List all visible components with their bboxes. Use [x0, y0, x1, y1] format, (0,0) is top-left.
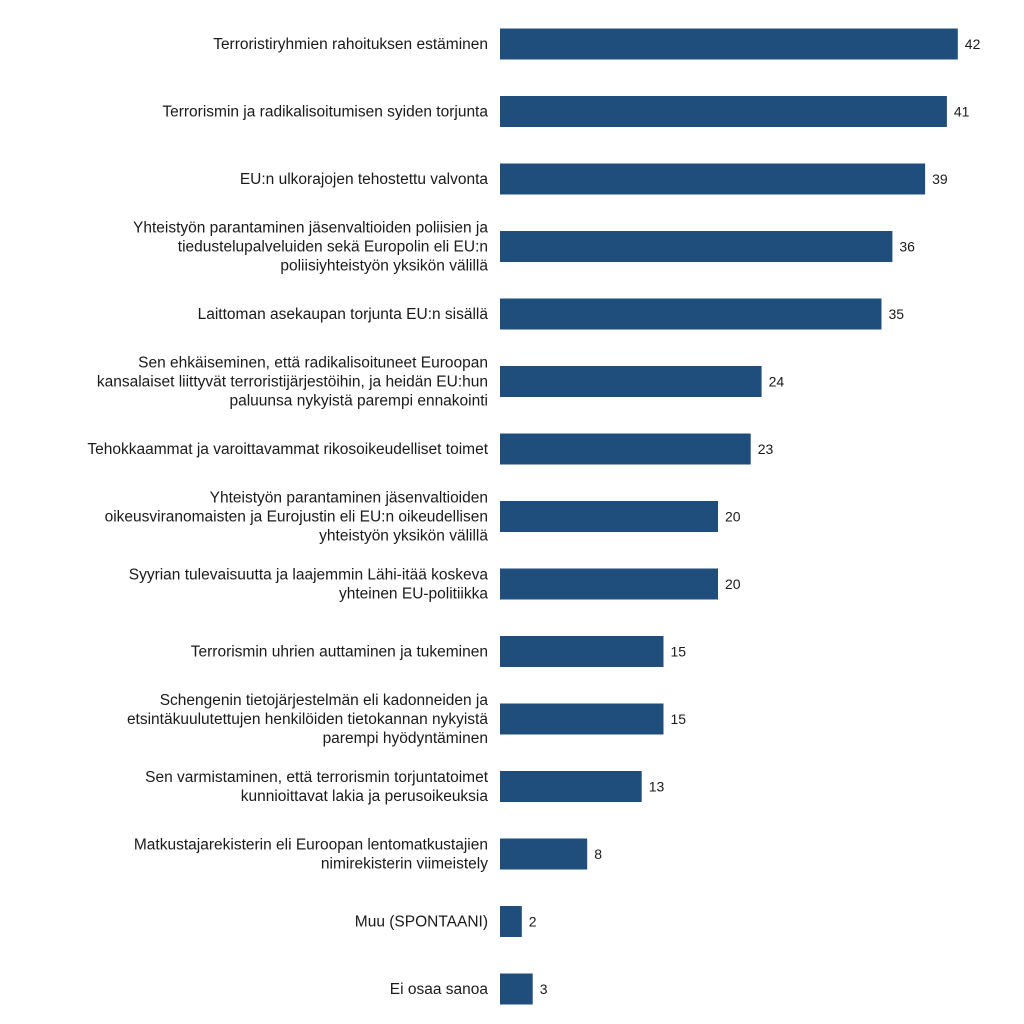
bar: [500, 366, 762, 397]
category-label: Terrorismin ja radikalisoitumisen syiden…: [162, 104, 488, 121]
bar: [500, 568, 718, 600]
category-label-line: Terrorismin uhrien auttaminen ja tukemin…: [191, 644, 488, 661]
bar: [500, 231, 893, 262]
value-label: 3: [540, 981, 548, 997]
bar: [500, 433, 751, 465]
category-label: Terroristiryhmien rahoituksen estäminen: [213, 36, 488, 53]
category-label-line: Yhteistyön parantaminen jäsenvaltioiden …: [133, 220, 488, 237]
category-label-line: Ei osaa sanoa: [390, 981, 489, 998]
category-label: Matkustajarekisterin eli Euroopan lentom…: [134, 837, 488, 873]
category-label-line: Terrorismin ja radikalisoitumisen syiden…: [162, 104, 488, 121]
bar: [500, 636, 664, 667]
value-label: 24: [769, 374, 785, 390]
category-label-line: Sen ehkäiseminen, että radikalisoituneet…: [138, 355, 488, 372]
category-label: Sen varmistaminen, että terrorismin torj…: [145, 769, 489, 805]
category-label: Laittoman asekaupan torjunta EU:n sisäll…: [198, 306, 489, 323]
value-label: 23: [758, 441, 774, 457]
value-label: 20: [725, 509, 741, 525]
category-label-line: Terroristiryhmien rahoituksen estäminen: [213, 36, 488, 53]
category-label-line: Tehokkaammat ja varoittavammat rikosoike…: [87, 441, 488, 458]
category-label-line: yhteinen EU-politiikka: [339, 586, 488, 603]
bar: [500, 703, 664, 735]
value-label: 35: [889, 306, 905, 322]
category-label-line: nimirekisterin viimeistely: [321, 856, 488, 873]
category-label-line: Sen varmistaminen, että terrorismin torj…: [145, 769, 489, 786]
category-label-line: tiedustelupalveluiden sekä Europolin eli…: [178, 239, 488, 256]
category-label-line: etsintäkuulutettujen henkilöiden tietoka…: [127, 711, 488, 728]
value-label: 39: [932, 171, 948, 187]
category-label-line: paluunsa nykyistä parempi ennakointi: [230, 393, 489, 410]
category-label: Syyrian tulevaisuutta ja laajemmin Lähi-…: [129, 567, 489, 603]
category-label-line: kansalaiset liittyvät terroristijärjestö…: [97, 374, 488, 391]
category-label-line: Yhteistyön parantaminen jäsenvaltioiden: [210, 490, 488, 507]
value-label: 13: [649, 779, 665, 795]
value-label: 8: [594, 846, 602, 862]
category-label: Tehokkaammat ja varoittavammat rikosoike…: [87, 441, 488, 458]
value-label: 15: [671, 644, 687, 660]
bar: [500, 501, 718, 532]
category-label-line: Laittoman asekaupan torjunta EU:n sisäll…: [198, 306, 489, 323]
category-label: Schengenin tietojärjestelmän eli kadonne…: [127, 692, 488, 747]
bars-group: [500, 28, 958, 1005]
bar: [500, 906, 522, 937]
category-label-line: EU:n ulkorajojen tehostettu valvonta: [240, 171, 489, 188]
category-labels-group: Terroristiryhmien rahoituksen estäminen T…: [87, 36, 488, 998]
bar: [500, 973, 533, 1005]
category-label-line: yhteistyön yksikön välillä: [319, 528, 488, 545]
category-label-line: Syyrian tulevaisuutta ja laajemmin Lähi-…: [129, 567, 489, 584]
value-label: 42: [965, 36, 981, 52]
bar: [500, 28, 958, 60]
value-label: 15: [671, 711, 687, 727]
category-label: Yhteistyön parantaminen jäsenvaltioiden …: [133, 220, 488, 275]
category-label-line: Muu (SPONTAANI): [355, 914, 488, 931]
category-label: Sen ehkäiseminen, että radikalisoituneet…: [97, 355, 488, 410]
category-label-line: kunnioittavat lakia ja perusoikeuksia: [241, 788, 489, 805]
category-label-line: Schengenin tietojärjestelmän eli kadonne…: [160, 692, 489, 709]
value-label: 41: [954, 104, 970, 120]
bar: [500, 838, 588, 870]
category-label-line: poliisiyhteistyön yksikön välillä: [280, 258, 488, 275]
category-label: Yhteistyön parantaminen jäsenvaltioiden o…: [105, 490, 489, 545]
value-label: 2: [529, 914, 537, 930]
category-label: EU:n ulkorajojen tehostettu valvonta: [240, 171, 489, 188]
category-label-line: parempi hyödyntäminen: [323, 730, 488, 747]
value-label: 36: [899, 239, 915, 255]
bar: [500, 771, 642, 802]
value-label: 20: [725, 576, 741, 592]
bar: [500, 96, 947, 127]
category-label-line: Matkustajarekisterin eli Euroopan lentom…: [134, 837, 488, 854]
category-label: Terrorismin uhrien auttaminen ja tukemin…: [191, 644, 488, 661]
category-label: Muu (SPONTAANI): [355, 914, 488, 931]
category-label-line: oikeusviranomaisten ja Eurojustin eli EU…: [105, 509, 488, 526]
bar: [500, 163, 926, 195]
category-label: Ei osaa sanoa: [390, 981, 489, 998]
bar: [500, 298, 882, 330]
